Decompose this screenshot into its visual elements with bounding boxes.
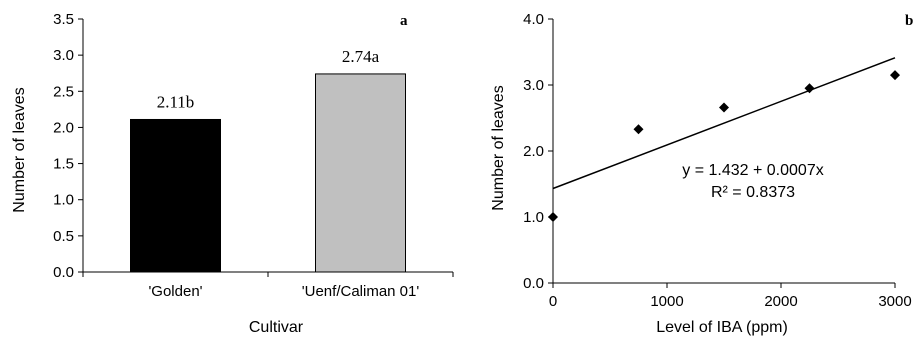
panel-a-y-tick-label: 1.0 (53, 192, 74, 209)
panel-b-r-squared: R² = 0.8373 (711, 184, 795, 201)
panel-a-x-axis-title: Cultivar (249, 319, 304, 336)
panel-a-bar-data-label: 2.74a (342, 47, 380, 66)
panel-a-bar-data-label: 2.11b (157, 92, 195, 111)
panel-b-data-point (890, 70, 900, 81)
panel-b-data-point (804, 83, 815, 94)
panel-b-y-axis-title: Number of leaves (490, 85, 507, 210)
panel-b-scatter-chart: b Number of leaves Level of IBA (ppm) 0.… (490, 11, 913, 336)
panel-b-y-tick-label: 2.0 (523, 143, 544, 160)
panel-a-category-label: 'Uenf/Caliman 01' (302, 283, 420, 300)
panel-a-bars: 2.11b 2.74a (130, 47, 406, 273)
panel-b-x-ticks: 0 1000 2000 3000 (549, 283, 912, 310)
panel-a-x-categories: 'Golden' 'Uenf/Caliman 01' (148, 283, 419, 300)
panel-a-y-tick-label: 1.5 (53, 156, 74, 173)
panel-a-y-tick-label: 2.0 (53, 119, 74, 136)
panel-a-bar (130, 118, 221, 273)
panel-b-y-tick-label: 3.0 (523, 77, 544, 94)
panel-b-y-ticks: 0.0 1.0 2.0 3.0 4.0 (523, 11, 553, 292)
panel-a-letter: a (400, 13, 408, 29)
panel-b-x-tick-label: 3000 (878, 293, 911, 310)
panel-a-y-tick-label: 2.5 (53, 83, 74, 100)
panel-b-y-tick-label: 4.0 (523, 11, 544, 28)
panel-b-data-point (719, 102, 729, 113)
panel-b-y-tick-label: 0.0 (523, 275, 544, 292)
panel-b-data-point (633, 124, 644, 135)
panel-a-bar (315, 73, 406, 273)
panel-a-category-label: 'Golden' (148, 283, 202, 300)
panel-b-y-tick-label: 1.0 (523, 209, 544, 226)
panel-a-y-tick-label: 0.5 (53, 228, 74, 245)
panel-a-y-axis-title: Number of leaves (11, 87, 28, 212)
panel-a-y-tick-label: 3.5 (53, 11, 74, 28)
panel-b-x-tick-label: 0 (549, 293, 557, 310)
panel-b-trendline (552, 57, 896, 190)
panel-b-letter: b (905, 13, 913, 29)
panel-b-equation: y = 1.432 + 0.0007x (682, 162, 823, 179)
panel-b-x-tick-label: 1000 (650, 293, 683, 310)
panel-a-bar-chart: a Number of leaves Cultivar 0.0 0.5 1.0 1.5… (11, 11, 454, 336)
panel-a-y-ticks: 0.0 0.5 1.0 1.5 2.0 2.5 3.0 3.5 (53, 11, 454, 281)
panel-b-x-tick-label: 2000 (764, 293, 797, 310)
panel-b-x-axis-title: Level of IBA (ppm) (656, 319, 788, 336)
panel-a-y-tick-label: 0.0 (53, 264, 74, 281)
panel-a-y-tick-label: 3.0 (53, 47, 74, 64)
